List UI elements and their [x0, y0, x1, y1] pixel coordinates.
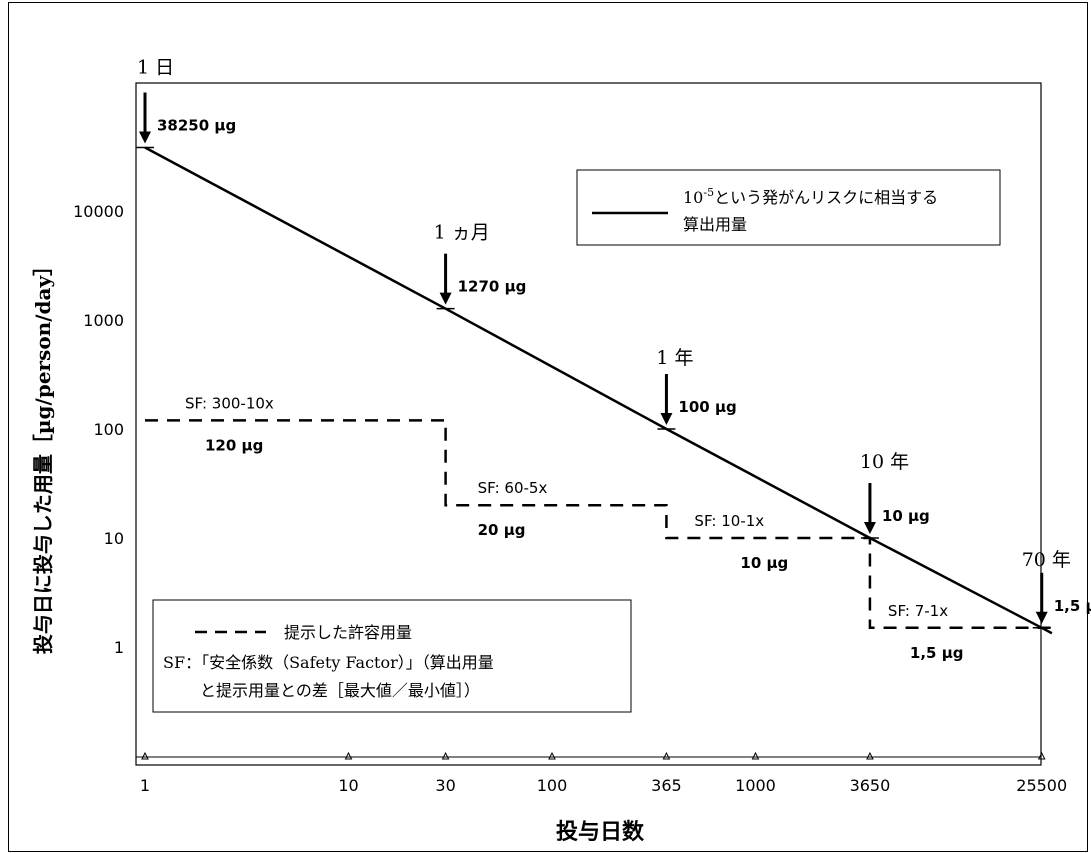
legend-top-base: 10 [683, 188, 703, 207]
time-label: 1 日 [137, 56, 174, 78]
dose-value-label: 10 µg [882, 507, 930, 525]
arrow-head [1035, 611, 1048, 624]
y-tick-label: 1 [114, 638, 124, 657]
x-tick-label: 1 [140, 776, 150, 795]
legend-top-rest: という発がんリスクに相当する [714, 188, 938, 207]
x-tick-label: 1000 [735, 776, 776, 795]
time-label: 10 年 [860, 451, 909, 473]
x-tick-mark [344, 751, 353, 760]
x-tick-label: 100 [537, 776, 568, 795]
time-label: 70 年 [1022, 549, 1071, 571]
y-tick-label: 100 [93, 420, 124, 439]
x-tick-mark [866, 751, 874, 760]
x-tick-mark [141, 751, 149, 760]
x-tick-mark [548, 751, 556, 760]
x-tick-label: 3650 [850, 776, 891, 795]
chart-frame [8, 2, 1088, 852]
x-tick-mark [441, 751, 450, 760]
legend-bottom-box [152, 599, 632, 713]
legend-bottom-line1: 提示した許容用量 [284, 623, 412, 642]
permitted-dose-label: 20 µg [478, 521, 526, 539]
legend-bottom-line3: と提示用量との差［最大値／最小値］） [200, 681, 480, 700]
time-label: 1 ヵ月 [434, 222, 490, 244]
permitted-dose-line [145, 419, 1057, 630]
permitted-dose-label: 10 µg [740, 554, 788, 572]
time-label: 1 年 [656, 347, 693, 369]
permitted-dose-label: 1,5 µg [910, 644, 964, 662]
arrow-head [660, 413, 673, 425]
x-tick-mark [751, 751, 760, 760]
y-tick-label: 10 [104, 529, 124, 548]
arrow-head [863, 522, 876, 534]
x-axis-title: 投与日数 [556, 819, 645, 845]
dose-value-label: 1270 µg [458, 278, 527, 296]
legend-top-box [576, 169, 1001, 246]
permitted-dose-label: 120 µg [205, 436, 263, 454]
safety-factor-label: SF: 7-1x [888, 602, 948, 620]
x-tick-mark [1037, 751, 1046, 760]
safety-factor-label: SF: 300-10x [185, 394, 274, 412]
safety-factor-label: SF: 10-1x [694, 512, 764, 530]
safety-factor-label: SF: 60-5x [478, 479, 548, 497]
x-tick-label: 365 [651, 776, 682, 795]
legend-top-superscript: -5 [703, 186, 714, 199]
dose-value-label: 1,5 µg [1054, 597, 1091, 615]
arrow-head [139, 131, 151, 144]
y-tick-label: 1000 [83, 311, 124, 330]
y-axis-title: 投与日に投与した用量［µg/person/day］ [31, 256, 55, 654]
x-tick-label: 10 [338, 776, 358, 795]
dose-value-label: 38250 µg [157, 116, 236, 134]
y-tick-label: 10000 [73, 202, 124, 221]
legend-bottom-line2: SF：「安全係数（Safety Factor）」（算出用量 [163, 653, 494, 672]
legend-top-line1: 10-5という発がんリスクに相当する [683, 186, 938, 207]
x-tick-label: 30 [435, 776, 455, 795]
legend-top-line2: 算出用量 [683, 215, 747, 234]
plot-area [135, 82, 1042, 766]
dose-value-label: 100 µg [678, 398, 736, 416]
x-tick-mark [662, 751, 671, 760]
x-tick-label: 25500 [1016, 776, 1067, 795]
arrow-head [439, 292, 452, 305]
